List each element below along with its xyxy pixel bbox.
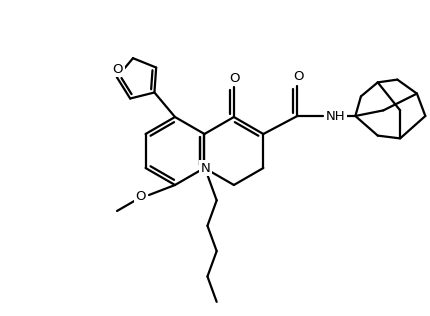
- Text: N: N: [200, 161, 210, 174]
- Text: O: O: [293, 70, 304, 83]
- Text: O: O: [113, 63, 123, 76]
- Text: NH: NH: [326, 110, 345, 123]
- Text: O: O: [136, 191, 146, 204]
- Text: O: O: [230, 71, 240, 84]
